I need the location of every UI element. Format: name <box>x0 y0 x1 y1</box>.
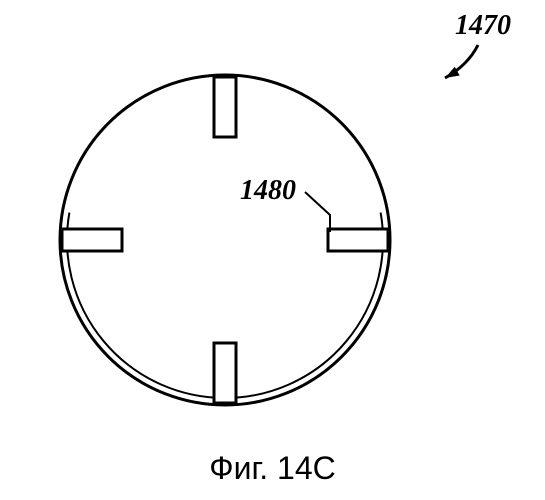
radial-tab-3 <box>214 77 236 137</box>
figure-svg <box>0 0 545 500</box>
radial-tab-0 <box>328 229 388 251</box>
figure-ref-label: 1470 <box>455 10 511 42</box>
figure-caption: Фиг. 14C <box>0 450 545 487</box>
part-ref-label: 1480 <box>240 175 296 207</box>
radial-tab-2 <box>62 229 122 251</box>
radial-tab-1 <box>214 343 236 403</box>
